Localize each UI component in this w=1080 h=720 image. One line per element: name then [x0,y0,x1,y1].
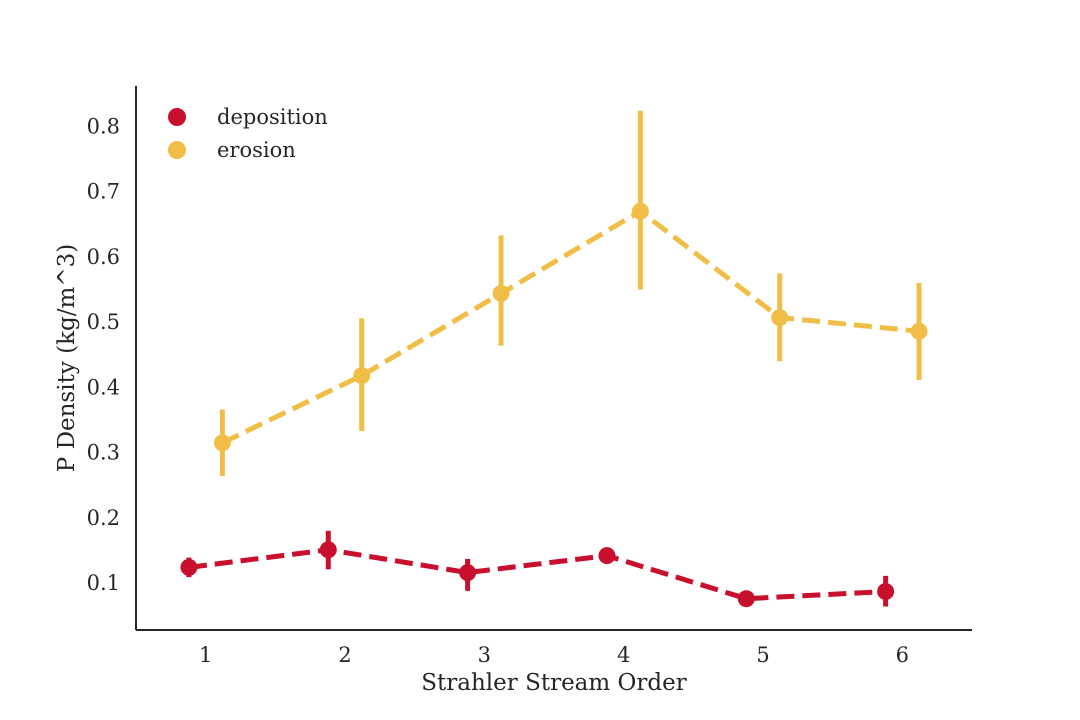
y-tick-label: 0.4 [87,375,120,399]
y-tick-label: 0.5 [87,310,120,334]
x-tick-label: 4 [617,643,630,667]
series-layer [180,110,928,608]
x-axis-label: Strahler Stream Order [421,670,686,696]
legend-marker-erosion [168,141,186,159]
y-tick-label: 0.7 [87,180,120,204]
series-line-deposition [188,547,886,602]
y-tick-labels: 0.1 0.2 0.3 0.4 0.5 0.6 0.7 0.8 [87,114,120,595]
y-tick-label: 0.1 [87,571,120,595]
y-tick-label: 0.8 [87,114,120,138]
legend-marker-deposition [168,108,186,126]
axes [135,86,972,631]
x-tick-label: 2 [338,643,351,667]
x-tick-label: 3 [478,643,491,667]
data-point [213,434,231,452]
legend-label-erosion: erosion [217,138,296,162]
data-point [771,309,789,327]
x-tick-label: 1 [199,643,212,667]
series-line-erosion [221,208,920,446]
y-tick-label: 0.6 [87,245,120,269]
y-tick-label: 0.3 [87,441,120,465]
series-deposition [180,530,895,608]
data-point [598,547,616,565]
x-tick-label: 5 [756,643,769,667]
data-point [353,367,371,385]
x-tick-label: 6 [896,643,909,667]
x-tick-labels: 1 2 3 4 5 6 [199,643,909,667]
data-point [910,322,928,340]
data-point [492,284,510,302]
series-erosion [213,110,928,477]
legend: deposition erosion [168,105,328,162]
y-axis-label: P Density (kg/m^3) [54,244,80,472]
legend-label-deposition: deposition [217,105,328,129]
y-tick-label: 0.2 [87,506,120,530]
data-point [631,202,649,220]
data-point [459,564,477,582]
data-point [180,558,198,576]
data-point [319,541,337,559]
data-point [737,590,755,608]
data-point [877,583,895,601]
